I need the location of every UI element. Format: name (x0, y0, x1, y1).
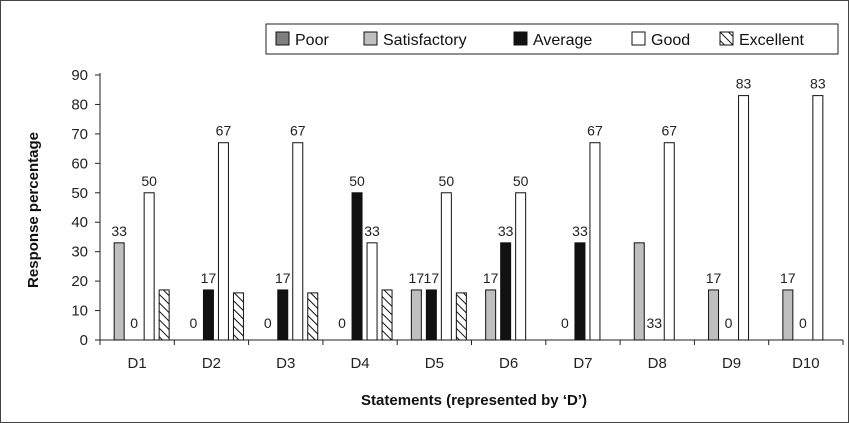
data-label: 83 (810, 76, 826, 92)
data-label: 0 (190, 315, 198, 331)
bar-good (440, 192, 452, 341)
data-label: 67 (661, 123, 677, 139)
bar-excellent (158, 289, 170, 341)
data-label: 50 (439, 173, 455, 189)
bar-satisfactory (708, 289, 720, 341)
bar-average (351, 192, 363, 341)
y-axis-title: Response percentage (25, 132, 42, 288)
y-tick-label: 80 (71, 96, 88, 113)
data-label: 0 (130, 315, 138, 331)
x-tick-label: D5 (425, 355, 444, 372)
data-label: 67 (587, 123, 603, 139)
legend-box (265, 23, 839, 55)
y-tick-label: 60 (71, 155, 88, 172)
data-label: 17 (275, 270, 291, 286)
y-tick-label: 20 (71, 273, 88, 290)
legend-swatch-satisfactory (363, 31, 378, 46)
x-tick-label: D3 (276, 355, 295, 372)
data-label: 50 (349, 173, 365, 189)
x-tick-label: D9 (722, 355, 741, 372)
bar-good (217, 142, 229, 341)
legend-label-good: Good (651, 32, 690, 49)
legend-label-poor: Poor (295, 32, 329, 49)
plot-area: 0 10 20 30 40 50 60 70 80 90 D1 D2 D3 D4 D5 D6 D7 D8 D9 D10… (71, 67, 844, 372)
data-label: 17 (706, 270, 722, 286)
y-tick-label: 40 (71, 214, 88, 231)
data-label: 50 (141, 173, 157, 189)
legend-label-satisfactory: Satisfactory (383, 32, 467, 49)
legend-label-average: Average (533, 32, 592, 49)
y-tick-label: 50 (71, 185, 88, 202)
y-tick-label: 0 (80, 332, 88, 349)
y-tick-label: 70 (71, 126, 88, 143)
bar-average (202, 289, 214, 341)
data-label: 0 (561, 315, 569, 331)
data-label: 83 (736, 76, 752, 92)
bar-good (143, 192, 155, 341)
bar-average (500, 242, 512, 341)
bar-satisfactory (485, 289, 497, 341)
bar-good (738, 95, 750, 341)
bar-good (812, 95, 824, 341)
bar-good (515, 192, 527, 341)
data-label: 17 (409, 270, 425, 286)
data-label: 33 (572, 223, 588, 239)
x-axis-title: Statements (represented by ‘D’) (361, 392, 587, 409)
data-label: 33 (646, 315, 662, 331)
x-tick-label: D2 (202, 355, 221, 372)
data-label: 17 (780, 270, 796, 286)
legend-swatch-average (513, 31, 528, 46)
bar-good (292, 142, 304, 341)
bar-average (425, 289, 437, 341)
data-label: 67 (290, 123, 306, 139)
bar-excellent (307, 292, 319, 341)
data-label: 17 (424, 270, 440, 286)
bar-average (574, 242, 586, 341)
data-label: 67 (216, 123, 232, 139)
data-label: 33 (364, 223, 380, 239)
x-tick-label: D7 (573, 355, 592, 372)
y-tick-label: 10 (71, 303, 88, 320)
bar-satisfactory (113, 242, 125, 341)
bar-good (366, 242, 378, 341)
legend-swatch-good (631, 31, 646, 46)
legend: Poor Satisfactory Average Good Excellent (265, 23, 839, 55)
data-label: 50 (513, 173, 529, 189)
data-label: 33 (111, 223, 127, 239)
bar-satisfactory (633, 242, 645, 341)
x-tick-label: D4 (350, 355, 369, 372)
legend-label-excellent: Excellent (739, 32, 804, 49)
data-label: 0 (799, 315, 807, 331)
data-label: 17 (483, 270, 499, 286)
y-tick-label: 90 (71, 67, 88, 84)
bar-satisfactory (410, 289, 422, 341)
data-label: 0 (725, 315, 733, 331)
x-tick-label: D8 (648, 355, 667, 372)
data-label: 0 (338, 315, 346, 331)
data-label: 17 (201, 270, 217, 286)
bar-good (589, 142, 601, 341)
bar-satisfactory (782, 289, 794, 341)
x-tick-label: D1 (128, 355, 147, 372)
x-tick-label: D10 (792, 355, 820, 372)
y-tick-label: 30 (71, 244, 88, 261)
bar-excellent (381, 289, 393, 341)
x-tick-label: D6 (499, 355, 518, 372)
bar-excellent (232, 292, 244, 341)
bar-excellent (455, 292, 467, 341)
data-label: 0 (264, 315, 272, 331)
bar-average (277, 289, 289, 341)
data-label: 33 (498, 223, 514, 239)
legend-swatch-poor (275, 31, 290, 46)
legend-swatch-excellent (719, 31, 734, 46)
bar-good (663, 142, 675, 341)
